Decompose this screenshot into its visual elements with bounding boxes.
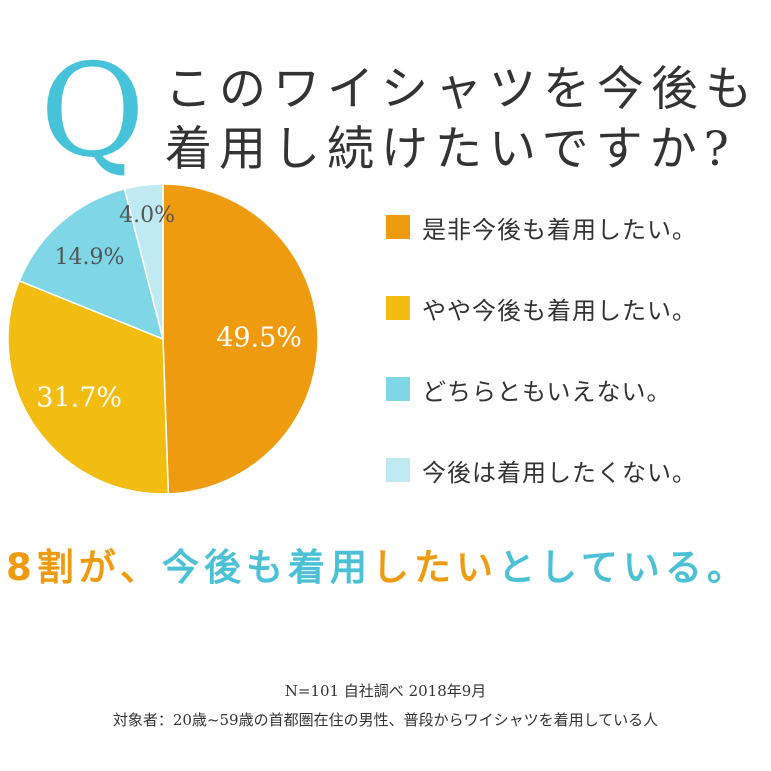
legend-label: やや今後も着用したい。 bbox=[422, 296, 697, 325]
footnote-target: 対象者：20歳~59歳の首都圏在住の男性、普段からワイシャツを着用している人 bbox=[112, 711, 659, 729]
legend-item: やや今後も着用したい。 bbox=[386, 291, 697, 325]
question-title: このワイシャツを今後も 着用し続けたいですか? bbox=[165, 60, 759, 180]
legend-label: どちらともいえない。 bbox=[422, 377, 672, 406]
pie-slice-label: 31.7% bbox=[36, 383, 122, 414]
pie-slice-label: 14.9% bbox=[55, 245, 125, 270]
question-line-1: このワイシャツを今後も bbox=[165, 62, 759, 117]
headline-part-3: したい bbox=[372, 546, 499, 589]
pie-slice-label: 49.5% bbox=[216, 322, 302, 353]
legend-item: 今後は着用したくない。 bbox=[386, 453, 697, 487]
pie-slice bbox=[123, 183, 164, 340]
legend-label: 今後は着用したくない。 bbox=[422, 458, 697, 487]
legend-swatch bbox=[386, 377, 410, 401]
legend-label: 是非今後も着用したい。 bbox=[422, 215, 697, 244]
legend: 是非今後も着用したい。 やや今後も着用したい。 どちらともいえない。 今後は着用… bbox=[386, 210, 697, 534]
legend-item: 是非今後も着用したい。 bbox=[386, 210, 697, 244]
headline-part-1: 8割が、 bbox=[6, 546, 163, 589]
question-line-2: 着用し続けたいですか? bbox=[165, 122, 736, 177]
pie-slice-label: 4.0% bbox=[119, 203, 175, 228]
headline: 8割が、今後も着用したいとしている。 bbox=[6, 537, 749, 591]
legend-item: どちらともいえない。 bbox=[386, 372, 697, 406]
headline-part-4: としている。 bbox=[498, 546, 749, 589]
pie-slice bbox=[18, 187, 165, 341]
legend-swatch bbox=[386, 458, 410, 482]
legend-swatch bbox=[386, 296, 410, 320]
legend-swatch bbox=[386, 215, 410, 239]
pie-slice bbox=[162, 183, 319, 495]
footnote-survey: N=101 自社調べ 2018年9月 bbox=[284, 682, 487, 700]
headline-part-2: 今後も着用 bbox=[162, 546, 373, 589]
q-mark: Q bbox=[40, 37, 145, 186]
pie-slice bbox=[7, 279, 170, 495]
